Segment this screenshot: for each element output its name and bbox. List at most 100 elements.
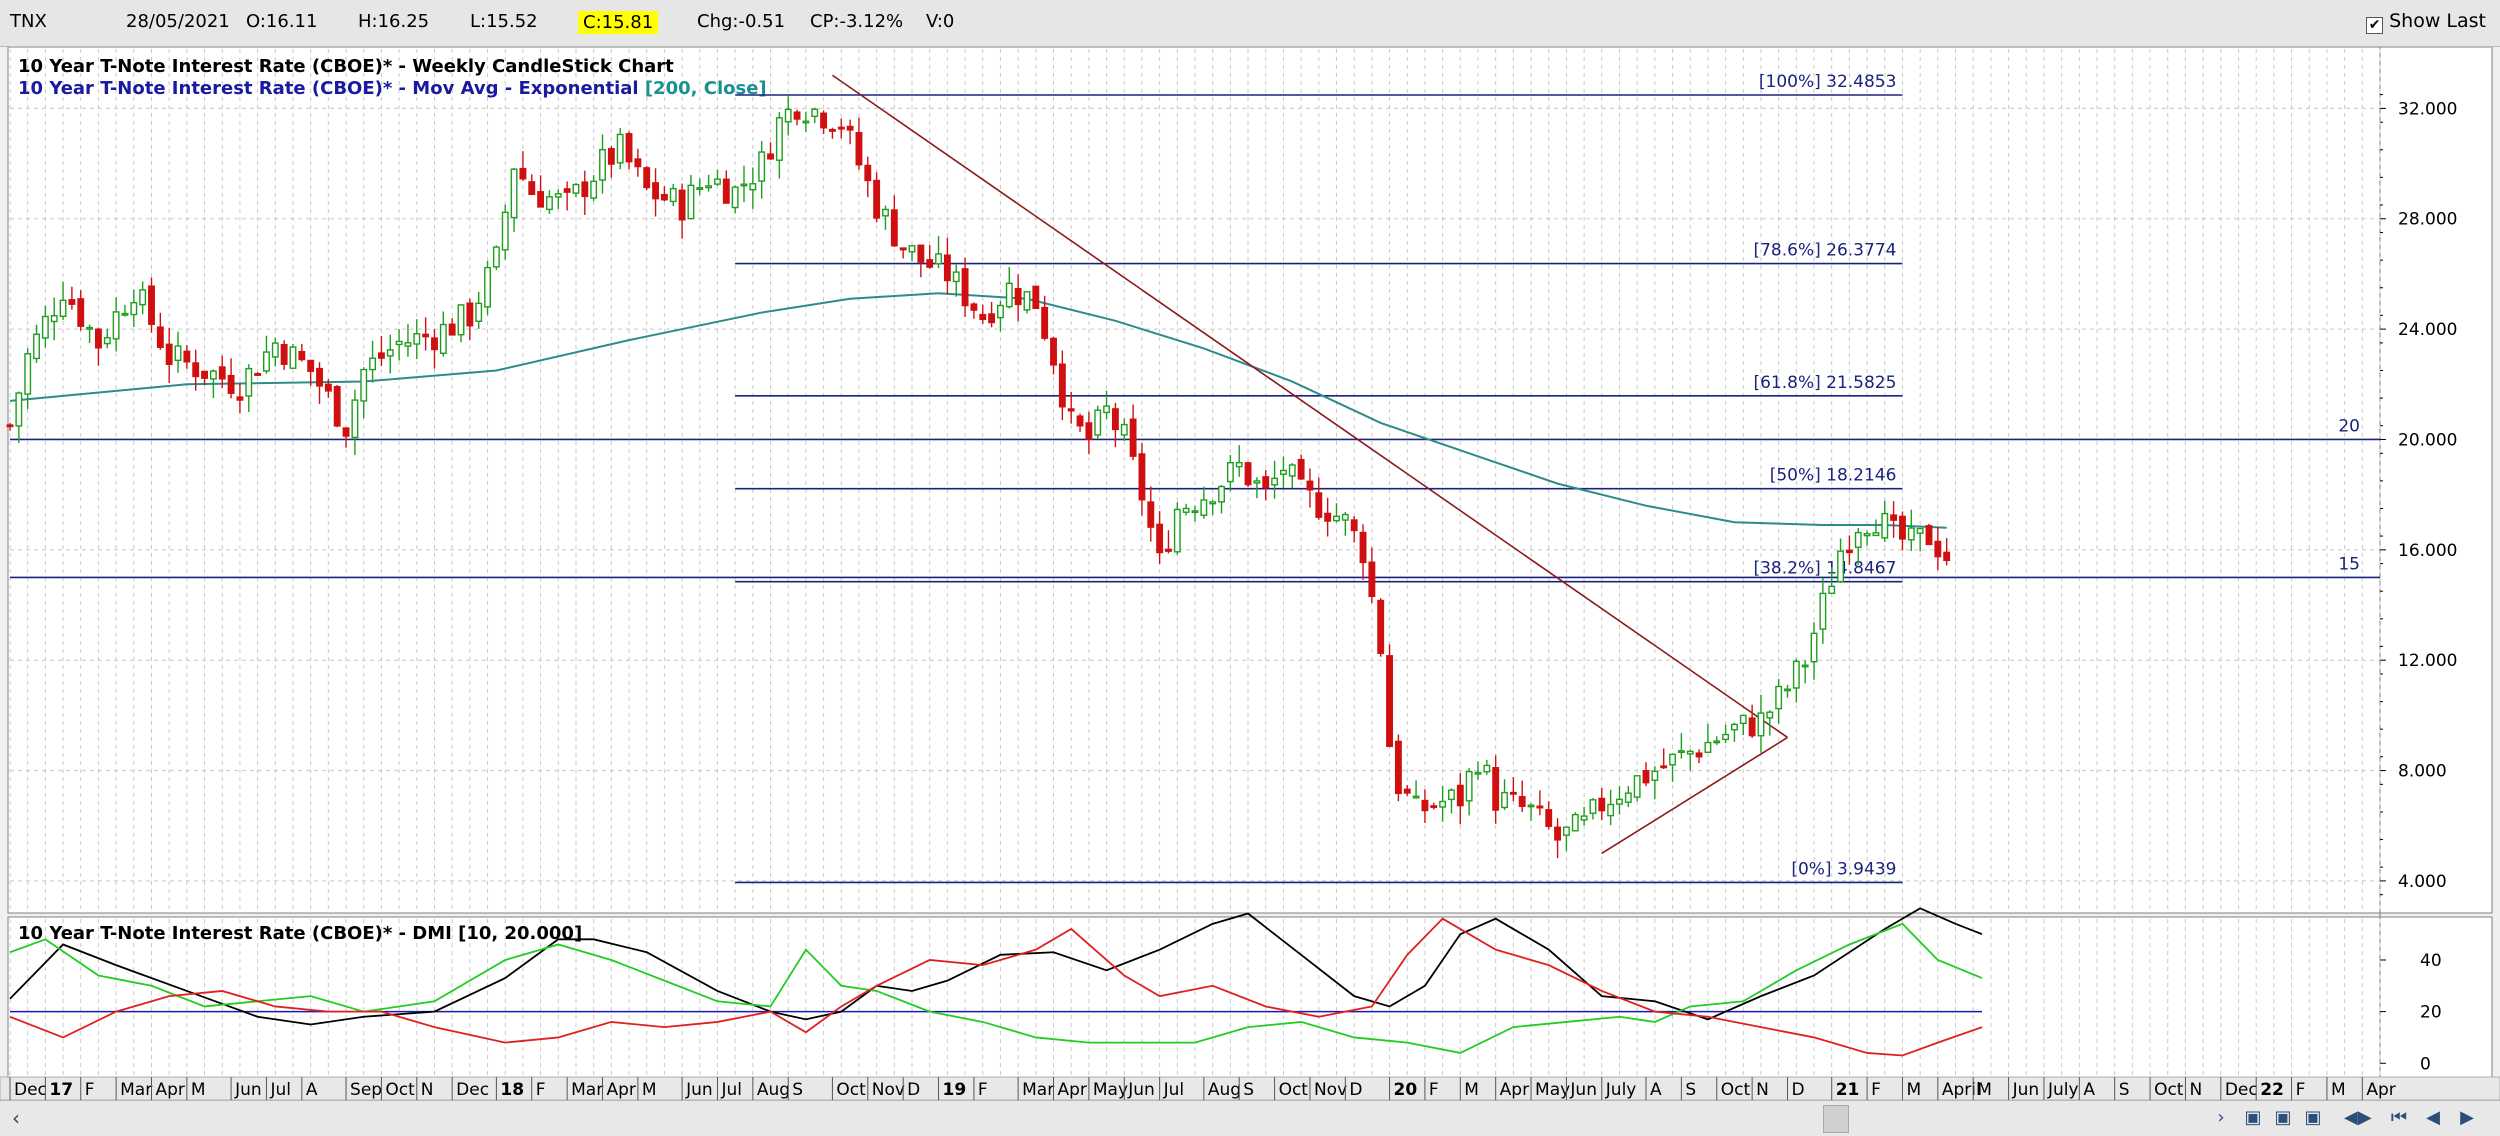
candle-up[interactable] xyxy=(1784,688,1791,692)
candle-down[interactable] xyxy=(855,131,863,166)
candle-up[interactable] xyxy=(1439,800,1447,808)
candle-down[interactable] xyxy=(1430,805,1438,809)
candle-up[interactable] xyxy=(811,108,819,118)
candle-up[interactable] xyxy=(590,180,598,199)
candle-down[interactable] xyxy=(1297,458,1305,480)
candle-down[interactable] xyxy=(192,362,200,378)
candle-up[interactable] xyxy=(1757,712,1765,737)
candle-up[interactable] xyxy=(263,351,270,372)
candle-down[interactable] xyxy=(448,323,456,336)
candle-up[interactable] xyxy=(599,148,606,181)
candle-down[interactable] xyxy=(970,303,978,311)
candle-up[interactable] xyxy=(1713,740,1721,744)
candle-down[interactable] xyxy=(873,179,881,219)
candle-down[interactable] xyxy=(1518,796,1526,808)
candle-down[interactable] xyxy=(1934,540,1942,558)
scroll-right-icon[interactable]: › xyxy=(2217,1107,2225,1128)
candle-up[interactable] xyxy=(1173,508,1181,553)
candle-up[interactable] xyxy=(1907,527,1915,541)
candle-down[interactable] xyxy=(431,337,438,351)
candle-up[interactable] xyxy=(1527,804,1535,808)
candle-down[interactable] xyxy=(236,396,244,401)
candle-up[interactable] xyxy=(1766,711,1774,719)
candle-down[interactable] xyxy=(643,167,651,189)
candle-up[interactable] xyxy=(1801,664,1809,668)
candle-up[interactable] xyxy=(1094,409,1102,436)
candle-down[interactable] xyxy=(988,313,996,324)
candle-down[interactable] xyxy=(1509,791,1517,795)
candle-up[interactable] xyxy=(696,187,704,190)
candle-down[interactable] xyxy=(1306,480,1314,491)
candle-up[interactable] xyxy=(1624,792,1632,803)
candle-down[interactable] xyxy=(660,193,668,201)
candle-down[interactable] xyxy=(201,370,208,379)
candle-down[interactable] xyxy=(1324,512,1332,522)
candle-up[interactable] xyxy=(545,196,553,211)
candle-down[interactable] xyxy=(820,112,828,129)
candle-up[interactable] xyxy=(1633,775,1641,798)
candle-up[interactable] xyxy=(386,349,394,357)
zoom-out-icon[interactable]: ▣ xyxy=(2244,1107,2262,1128)
candle-up[interactable] xyxy=(50,314,58,323)
zoom-fit-icon[interactable]: ▣ xyxy=(2304,1107,2322,1128)
candle-down[interactable] xyxy=(563,188,571,193)
candle-up[interactable] xyxy=(1182,507,1190,513)
candle-up[interactable] xyxy=(360,368,368,402)
dmi-di-line[interactable] xyxy=(9,917,1983,1057)
candle-down[interactable] xyxy=(678,189,686,221)
candle-down[interactable] xyxy=(1041,306,1049,339)
candle-up[interactable] xyxy=(1333,515,1340,522)
candle-down[interactable] xyxy=(581,181,589,198)
trend-line[interactable] xyxy=(831,74,1788,739)
candle-down[interactable] xyxy=(828,128,836,132)
fibonacci-retracement[interactable]: [100%] 32.4853 [78.6%] 26.3774 [61.8%] 21.… xyxy=(735,72,1903,884)
candle-down[interactable] xyxy=(1377,599,1385,654)
candle-up[interactable] xyxy=(1810,632,1818,663)
horizontal-scrollbar[interactable]: ‹ › ▣ ▣ ▣ ◀▶ ⏮ ◀ ▶ xyxy=(0,1100,2500,1136)
candle-up[interactable] xyxy=(492,246,500,268)
candle-up[interactable] xyxy=(1271,477,1279,486)
candle-down[interactable] xyxy=(1014,287,1022,306)
candle-down[interactable] xyxy=(342,427,350,437)
candle-down[interactable] xyxy=(94,328,102,349)
candle-up[interactable] xyxy=(1607,803,1615,817)
candle-up[interactable] xyxy=(174,345,182,362)
candle-down[interactable] xyxy=(1403,788,1411,794)
candle-up[interactable] xyxy=(1191,510,1199,514)
candle-up[interactable] xyxy=(1863,532,1871,537)
candle-down[interactable] xyxy=(1925,525,1933,546)
candle-down[interactable] xyxy=(6,424,14,428)
candle-down[interactable] xyxy=(68,299,76,305)
candle-down[interactable] xyxy=(1058,363,1066,408)
candle-up[interactable] xyxy=(1571,813,1579,832)
candle-down[interactable] xyxy=(1890,514,1898,521)
candle-down[interactable] xyxy=(218,366,226,380)
candle-down[interactable] xyxy=(722,178,730,204)
candle-up[interactable] xyxy=(1872,532,1880,537)
candle-down[interactable] xyxy=(1421,799,1429,812)
candle-down[interactable] xyxy=(1386,655,1393,748)
candle-down[interactable] xyxy=(1359,531,1367,564)
candle-up[interactable] xyxy=(1739,714,1747,725)
show-last-toggle[interactable]: ✔ Show Last xyxy=(2366,10,2486,34)
candle-down[interactable] xyxy=(1156,523,1164,554)
trend-line[interactable] xyxy=(1601,736,1788,855)
candle-down[interactable] xyxy=(890,209,898,247)
candle-up[interactable] xyxy=(404,342,412,347)
candle-up[interactable] xyxy=(413,333,421,345)
candle-up[interactable] xyxy=(510,168,518,219)
candle-down[interactable] xyxy=(298,350,306,361)
dmi-pane[interactable] xyxy=(7,916,2493,1078)
scrollbar-thumb[interactable] xyxy=(1823,1105,1849,1133)
candle-up[interactable] xyxy=(395,340,403,346)
candle-down[interactable] xyxy=(1554,826,1562,841)
candle-down[interactable] xyxy=(1244,462,1252,486)
candle-up[interactable] xyxy=(1837,550,1845,583)
candle-down[interactable] xyxy=(156,326,164,348)
candle-up[interactable] xyxy=(669,187,677,203)
candle-down[interactable] xyxy=(307,359,315,372)
chart-area[interactable]: 32.000 28.000 24.000 20.000 16.000 12.000 8.00… xyxy=(0,47,2500,1100)
candle-up[interactable] xyxy=(749,183,757,191)
candle-up[interactable] xyxy=(1704,741,1712,753)
